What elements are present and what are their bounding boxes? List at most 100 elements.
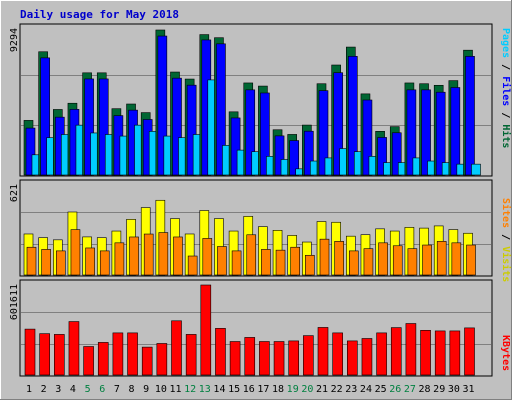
legend-visits: Visits bbox=[500, 246, 512, 282]
sites-bar-day-11 bbox=[174, 237, 183, 275]
sites-bar-day-16 bbox=[247, 235, 256, 275]
x-tick-label-day-27: 27 bbox=[404, 384, 416, 395]
sites-bar-day-21 bbox=[320, 239, 329, 275]
kbytes-bar-day-3 bbox=[54, 334, 64, 375]
x-tick-label-day-22: 22 bbox=[331, 384, 343, 395]
kbytes-bar-day-31 bbox=[465, 328, 475, 375]
sites-bar-day-1 bbox=[27, 247, 36, 275]
files-bar-day-31 bbox=[466, 56, 475, 175]
x-tick-label-day-23: 23 bbox=[345, 384, 357, 395]
kbytes-bar-day-1 bbox=[25, 329, 35, 375]
sites-bar-day-15 bbox=[232, 251, 241, 275]
x-tick-label-day-6: 6 bbox=[99, 384, 105, 395]
x-tick-label-day-15: 15 bbox=[228, 384, 240, 395]
sites-bar-day-13 bbox=[203, 238, 212, 275]
kbytes-bar-day-13 bbox=[201, 285, 211, 375]
kbytes-bar-day-9 bbox=[142, 347, 152, 375]
kbytes-bar-day-16 bbox=[245, 337, 255, 375]
kbytes-bar-day-4 bbox=[69, 322, 79, 375]
legend-hits-files-pages: Pages / Files / Hits bbox=[500, 28, 512, 148]
x-tick-label-day-19: 19 bbox=[287, 384, 299, 395]
chart-title: Daily usage for May 2018 bbox=[20, 8, 179, 21]
sites-bar-day-27 bbox=[408, 249, 417, 275]
x-tick-label-day-9: 9 bbox=[143, 384, 149, 395]
sites-bar-day-31 bbox=[467, 245, 476, 275]
legend-sep-3: / bbox=[500, 234, 511, 246]
sites-bar-day-9 bbox=[144, 234, 153, 275]
x-tick-label-day-11: 11 bbox=[169, 384, 181, 395]
legend-sep-1: / bbox=[500, 64, 511, 76]
pages-bar-day-31 bbox=[472, 164, 481, 175]
x-tick-label-day-16: 16 bbox=[243, 384, 255, 395]
x-tick-label-day-20: 20 bbox=[301, 384, 313, 395]
sites-bar-day-17 bbox=[261, 249, 270, 275]
sites-bar-day-7 bbox=[115, 243, 124, 275]
kbytes-bar-day-30 bbox=[450, 331, 460, 375]
legend-sites: Sites bbox=[500, 198, 512, 228]
sites-bar-day-30 bbox=[452, 243, 461, 275]
x-tick-label-day-5: 5 bbox=[85, 384, 91, 395]
x-tick-label-day-13: 13 bbox=[199, 384, 211, 395]
kbytes-bar-day-6 bbox=[98, 342, 108, 375]
legend-sep-2: / bbox=[500, 112, 511, 124]
sites-bar-day-23 bbox=[349, 251, 358, 275]
kbytes-bar-day-15 bbox=[230, 342, 240, 375]
files-bar-day-30 bbox=[451, 88, 460, 175]
legend-pages: Pages bbox=[500, 28, 511, 58]
ymax-label-hits: 9294 bbox=[9, 28, 20, 52]
kbytes-bar-day-18 bbox=[274, 342, 284, 375]
x-tick-label-day-24: 24 bbox=[360, 384, 372, 395]
kbytes-bar-day-29 bbox=[435, 331, 445, 375]
x-tick-label-day-12: 12 bbox=[184, 384, 196, 395]
sites-bar-day-8 bbox=[130, 237, 139, 275]
kbytes-bar-day-22 bbox=[333, 333, 343, 375]
kbytes-bar-day-24 bbox=[362, 338, 372, 375]
sites-bar-day-25 bbox=[379, 243, 388, 275]
x-tick-label-day-7: 7 bbox=[114, 384, 120, 395]
sites-bar-day-6 bbox=[100, 251, 109, 275]
sites-bar-day-4 bbox=[71, 230, 80, 275]
legend-visits-sites: Sites / Visits bbox=[500, 198, 512, 282]
kbytes-bar-day-26 bbox=[391, 328, 401, 375]
x-tick-label-day-26: 26 bbox=[389, 384, 401, 395]
kbytes-bar-day-2 bbox=[40, 334, 50, 375]
x-tick-label-day-30: 30 bbox=[448, 384, 460, 395]
x-tick-label-day-18: 18 bbox=[272, 384, 284, 395]
sites-bar-day-24 bbox=[364, 249, 373, 275]
x-tick-label-day-3: 3 bbox=[55, 384, 61, 395]
sites-bar-day-20 bbox=[305, 255, 314, 275]
kbytes-bar-day-7 bbox=[113, 333, 123, 375]
kbytes-bar-day-23 bbox=[347, 341, 357, 375]
sites-bar-day-10 bbox=[159, 233, 168, 275]
x-tick-label-day-8: 8 bbox=[129, 384, 135, 395]
sites-bar-day-14 bbox=[217, 246, 226, 275]
sites-bar-day-22 bbox=[335, 241, 344, 275]
legend-files: Files bbox=[500, 76, 512, 106]
x-tick-label-day-1: 1 bbox=[26, 384, 32, 395]
x-tick-label-day-14: 14 bbox=[213, 384, 225, 395]
ymax-label-visits: 621 bbox=[9, 184, 20, 202]
kbytes-bar-day-19 bbox=[289, 341, 299, 375]
ymax-label-kbytes: 601611 bbox=[9, 284, 20, 320]
x-tick-label-day-17: 17 bbox=[257, 384, 269, 395]
sites-bar-day-19 bbox=[291, 247, 300, 275]
x-tick-label-day-25: 25 bbox=[375, 384, 387, 395]
legend-kbytes: KBytes bbox=[500, 335, 511, 371]
kbytes-bar-day-12 bbox=[186, 334, 196, 375]
sites-bar-day-3 bbox=[56, 251, 65, 275]
x-tick-label-day-29: 29 bbox=[433, 384, 445, 395]
kbytes-bar-day-5 bbox=[84, 347, 94, 375]
kbytes-bar-day-21 bbox=[318, 327, 328, 375]
kbytes-bar-day-8 bbox=[128, 333, 138, 375]
kbytes-bar-day-25 bbox=[377, 333, 387, 375]
x-tick-label-day-2: 2 bbox=[41, 384, 47, 395]
legend-hits: Hits bbox=[500, 124, 512, 148]
kbytes-bar-day-17 bbox=[259, 342, 269, 375]
kbytes-bar-day-20 bbox=[303, 336, 313, 375]
kbytes-bar-day-27 bbox=[406, 324, 416, 375]
kbytes-bar-day-28 bbox=[421, 330, 431, 375]
x-tick-label-day-28: 28 bbox=[419, 384, 431, 395]
x-tick-label-day-21: 21 bbox=[316, 384, 328, 395]
